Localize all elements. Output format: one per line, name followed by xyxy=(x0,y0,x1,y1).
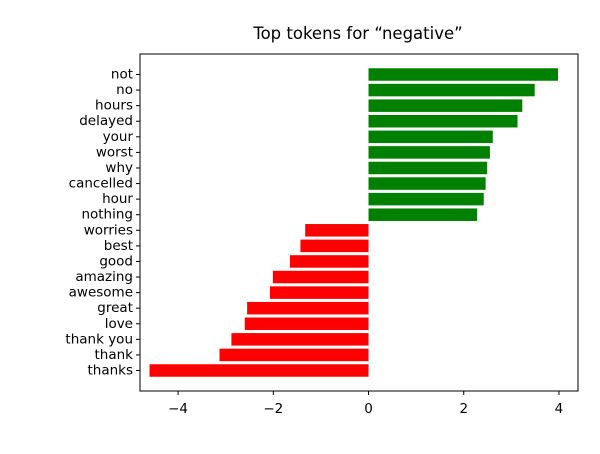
chart-title: Top tokens for “negative” xyxy=(252,24,462,43)
plot-frame xyxy=(139,53,579,392)
bar xyxy=(368,68,559,81)
bar xyxy=(368,130,493,144)
y-tick-label: hour xyxy=(102,191,133,207)
bar xyxy=(368,146,490,159)
x-tick-label: 2 xyxy=(459,401,468,417)
bar xyxy=(219,348,369,362)
x-tick-label: 4 xyxy=(555,401,564,417)
bar xyxy=(231,333,369,346)
y-tick-label: nothing xyxy=(81,207,133,223)
y-tick-label: thank you xyxy=(65,331,133,347)
y-tick-label: great xyxy=(97,300,133,316)
y-tick-label: love xyxy=(105,316,133,332)
y-tick-label: not xyxy=(111,67,133,83)
bar xyxy=(368,192,484,206)
x-axis: −4 −2 0 2 4 xyxy=(168,391,563,417)
y-tick-label: amazing xyxy=(75,269,133,285)
bar xyxy=(289,255,369,268)
y-tick-label: hours xyxy=(95,98,133,114)
bar xyxy=(368,83,535,97)
y-tick-label: worst xyxy=(96,144,133,160)
y-tick-label: worries xyxy=(84,222,133,238)
bar xyxy=(244,317,369,331)
x-tick-label: −2 xyxy=(263,401,283,417)
bars-group xyxy=(149,68,559,377)
bar xyxy=(368,99,523,112)
bar xyxy=(368,114,518,128)
y-axis: notnohoursdelayedyourworstwhycancelledho… xyxy=(65,67,140,379)
y-tick-label: thanks xyxy=(87,363,133,379)
y-tick-label: best xyxy=(104,238,133,254)
x-tick-label: 0 xyxy=(364,401,373,417)
y-tick-label: thank xyxy=(95,347,134,363)
bar xyxy=(368,208,478,221)
bar xyxy=(368,161,488,175)
y-tick-label: your xyxy=(103,129,134,145)
bar xyxy=(368,177,486,190)
y-tick-label: no xyxy=(116,82,133,98)
bar xyxy=(247,301,369,315)
y-tick-label: awesome xyxy=(69,285,133,301)
x-tick-label: −4 xyxy=(168,401,188,417)
bar xyxy=(149,364,369,377)
y-tick-label: good xyxy=(99,253,133,269)
y-tick-label: why xyxy=(105,160,133,176)
bar xyxy=(269,286,369,299)
y-tick-label: cancelled xyxy=(69,176,133,192)
y-tick-label: delayed xyxy=(79,113,133,129)
bar xyxy=(272,270,369,284)
bar xyxy=(305,224,369,237)
bar xyxy=(300,239,369,253)
